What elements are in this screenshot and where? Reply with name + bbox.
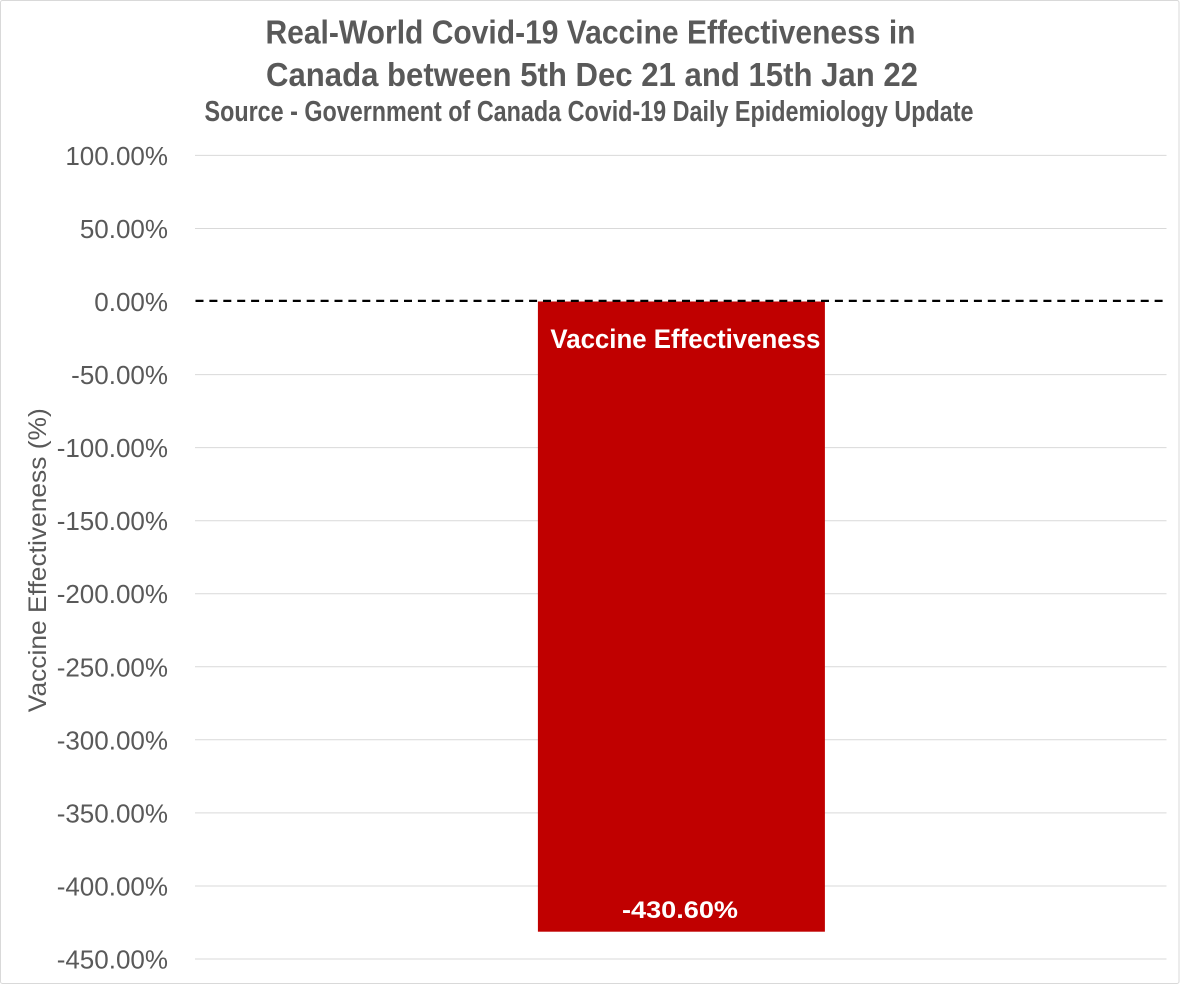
svg-text:-400.00%: -400.00% (57, 872, 168, 902)
svg-text:-350.00%: -350.00% (57, 798, 168, 828)
svg-text:50.00%: 50.00% (80, 214, 168, 244)
svg-text:-250.00%: -250.00% (57, 652, 168, 682)
svg-text:Source - Government of Canada: Source - Government of Canada Covid-19 D… (205, 96, 974, 128)
svg-text:100.00%: 100.00% (65, 141, 168, 171)
svg-text:-200.00%: -200.00% (57, 579, 168, 609)
svg-text:-450.00%: -450.00% (57, 945, 168, 975)
svg-text:Canada between 5th Dec 21 and: Canada between 5th Dec 21 and 15th Jan 2… (266, 57, 918, 94)
svg-text:0.00%: 0.00% (94, 287, 168, 317)
svg-text:Real-World Covid-19 Vaccine Ef: Real-World Covid-19 Vaccine Effectivenes… (266, 15, 916, 52)
svg-text:-300.00%: -300.00% (57, 725, 168, 755)
svg-text:Vaccine Effectiveness (%): Vaccine Effectiveness (%) (24, 408, 52, 712)
svg-text:-430.60%: -430.60% (622, 897, 738, 924)
svg-text:-50.00%: -50.00% (71, 360, 168, 390)
svg-text:Vaccine Effectiveness: Vaccine Effectiveness (550, 324, 820, 354)
svg-text:-100.00%: -100.00% (57, 433, 168, 463)
svg-text:-150.00%: -150.00% (57, 506, 168, 536)
